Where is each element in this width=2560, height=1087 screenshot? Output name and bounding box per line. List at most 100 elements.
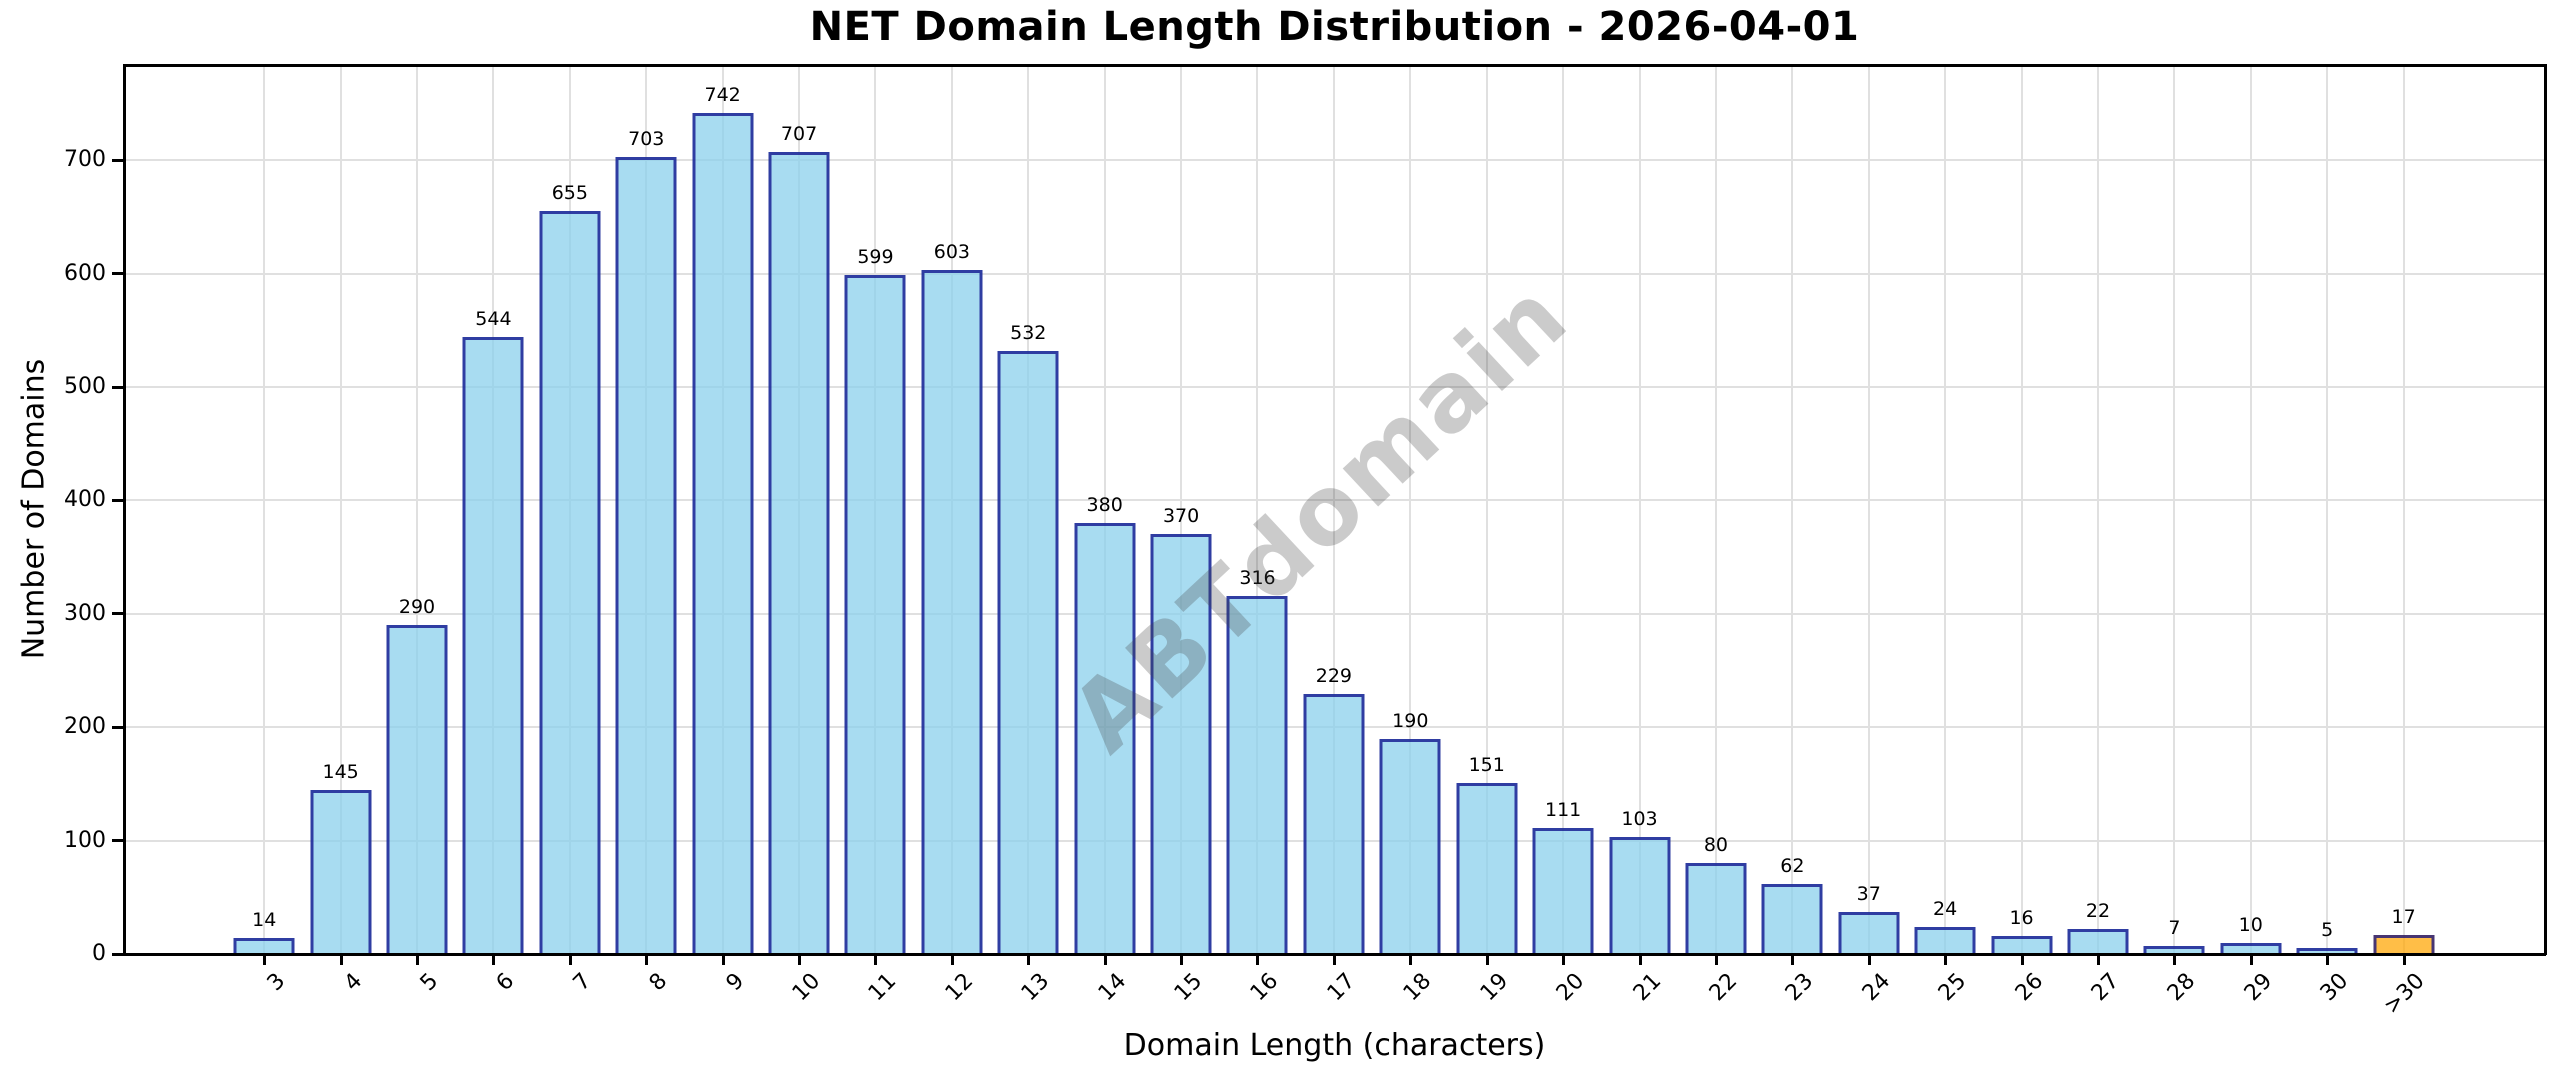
x-tick-mark [1714, 954, 1718, 965]
x-tick-label: 7 [568, 968, 597, 997]
bar-value-label: 603 [933, 241, 970, 263]
x-tick-label: 17 [1322, 968, 1361, 1007]
x-tick-mark [874, 954, 878, 965]
bar [2220, 943, 2282, 954]
bar-value-label: 655 [551, 182, 588, 204]
x-tick-mark [1409, 954, 1413, 965]
bar-value-label: 14 [252, 909, 277, 931]
y-tick-label: 100 [64, 827, 106, 853]
x-tick-mark [263, 954, 267, 965]
bar-column: 151 19 [1449, 65, 1525, 1006]
bar [310, 790, 372, 954]
x-tick-label: 27 [2086, 968, 2125, 1007]
x-tick-label: 29 [2239, 968, 2278, 1007]
bar-value-label: 370 [1162, 505, 1200, 527]
x-tick-label: 21 [1628, 968, 1666, 1007]
bar-highlighted [2373, 935, 2435, 954]
bar-column: 742 9 [684, 65, 760, 996]
bar-column: 22 27 [2060, 65, 2136, 1006]
y-tick-mark [112, 612, 124, 616]
bar [462, 337, 524, 954]
x-tick-mark [1562, 954, 1566, 965]
x-tick-label: 12 [940, 968, 979, 1007]
x-tick-label: 20 [1551, 968, 1590, 1007]
bar-column: 37 24 [1831, 65, 1907, 1006]
bar-value-label: 111 [1544, 799, 1582, 821]
axis-spine-left [123, 64, 126, 955]
x-tick-label: 18 [1399, 968, 1437, 1007]
bar-column: 145 4 [302, 65, 378, 996]
bar-value-label: 10 [2238, 914, 2263, 936]
bar-column: 7 28 [2136, 65, 2212, 1006]
vertical-gridline [1714, 65, 1717, 954]
vertical-gridline [2326, 65, 2329, 954]
x-tick-label: 24 [1857, 968, 1895, 1007]
bar [1150, 534, 1212, 954]
bar-value-label: 190 [1392, 710, 1429, 732]
bar [1914, 927, 1976, 954]
x-tick-label: 23 [1781, 968, 1819, 1007]
bar-value-label: 599 [857, 246, 894, 268]
bar-column: 703 8 [608, 65, 684, 996]
y-tick-mark [112, 839, 124, 843]
bar [1685, 863, 1747, 954]
bar [921, 270, 983, 954]
bar [1991, 936, 2053, 954]
bar [1456, 783, 1518, 954]
bar-column: 290 5 [379, 65, 455, 996]
bar-value-label: 544 [475, 308, 512, 330]
x-tick-label: 28 [2163, 968, 2201, 1007]
bar [1838, 912, 1900, 954]
vertical-gridline [1103, 65, 1106, 954]
y-tick-mark [112, 952, 124, 956]
x-tick-label: 25 [1933, 968, 1972, 1007]
axis-spine-bottom [123, 953, 2546, 956]
bar-value-label: 7 [2168, 917, 2181, 939]
vertical-gridline [2173, 65, 2176, 954]
y-tick-label: 600 [64, 260, 106, 286]
bar-value-label: 62 [1780, 855, 1805, 877]
x-axis-label: Domain Length (characters) [1123, 1028, 1546, 1063]
bar-value-label: 37 [1856, 883, 1881, 905]
x-tick-mark [1180, 954, 1184, 965]
vertical-gridline [2249, 65, 2252, 954]
bar-column: 316 16 [1219, 65, 1295, 1006]
axis-spine-top [123, 64, 2546, 67]
bar [844, 275, 906, 954]
y-tick-label: 400 [64, 487, 106, 513]
bar-column: 10 29 [2213, 65, 2289, 1006]
bar-value-label: 703 [628, 128, 665, 150]
bar [539, 211, 601, 954]
bar-value-label: 103 [1621, 808, 1658, 830]
vertical-gridline [2402, 65, 2405, 954]
bar-value-label: 17 [2391, 906, 2416, 928]
bar-column: 190 18 [1372, 65, 1448, 1006]
bar-column: 111 20 [1525, 65, 1601, 1006]
y-tick-mark [112, 158, 124, 162]
bar [1379, 739, 1441, 954]
bars-area: 14 3 145 4 290 5 544 6 655 7 703 8 742 9 707 10 599 11 603… [226, 65, 2442, 1019]
x-tick-mark [1027, 954, 1031, 965]
x-tick-mark [2096, 954, 2100, 965]
x-tick-label: 16 [1246, 968, 1284, 1007]
x-tick-label: 9 [721, 968, 749, 997]
y-tick-mark [112, 385, 124, 389]
y-tick-label: 500 [64, 374, 106, 400]
x-tick-mark [950, 954, 954, 965]
x-tick-mark [568, 954, 572, 965]
bar [1303, 694, 1365, 954]
bar-column: 380 14 [1066, 65, 1142, 1006]
x-tick-label: 5 [415, 968, 444, 997]
bar-column: 599 11 [837, 65, 913, 1006]
bar-column: 532 13 [990, 65, 1066, 1006]
bar-value-label: 151 [1468, 754, 1505, 776]
x-tick-mark [1867, 954, 1871, 965]
vertical-gridline [416, 65, 419, 954]
bar-column: 707 10 [761, 65, 837, 1006]
vertical-gridline [2020, 65, 2023, 954]
x-tick-label: >30 [2379, 968, 2430, 1020]
x-tick-label: 10 [787, 968, 826, 1007]
bar [1074, 523, 1136, 954]
bar-column: 16 26 [1983, 65, 2059, 1006]
x-tick-label: 19 [1475, 968, 1513, 1007]
